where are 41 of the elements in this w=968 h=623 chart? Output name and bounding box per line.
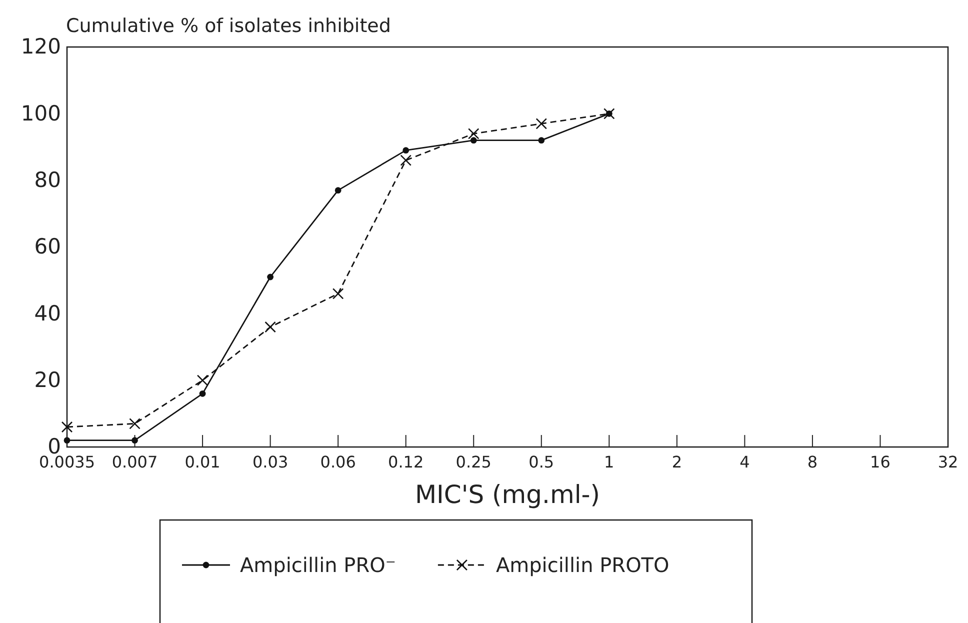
point: [196, 374, 208, 386]
x-tick-label: 16: [870, 452, 890, 472]
x-axis-title: MIC'S (mg.ml-): [414, 480, 600, 509]
x-tick-label: 0.007: [112, 452, 158, 472]
point: [400, 154, 412, 166]
point: [468, 128, 480, 140]
legend-label: Ampicillin PRO⁻: [240, 553, 396, 577]
point: [536, 118, 548, 130]
y-axis-title: Cumulative % of isolates inhibited: [66, 15, 391, 37]
x-tick-label: 0.03: [252, 452, 288, 472]
point: [267, 274, 274, 280]
x-tick-label: 0.12: [388, 452, 424, 472]
point: [199, 390, 206, 397]
y-tick-label: 80: [34, 168, 61, 192]
x-tick-label: 0.25: [456, 452, 492, 472]
legend-label: Ampicillin PROTO: [496, 553, 670, 577]
x-tick-label: 1: [604, 452, 614, 472]
point: [402, 147, 410, 154]
x-tick-label: 32: [938, 452, 958, 472]
y-tick-label: 40: [34, 301, 61, 326]
x-tick-label: 4: [740, 452, 750, 472]
point: [264, 321, 276, 333]
point: [332, 288, 344, 300]
point: [538, 137, 545, 144]
point: [61, 421, 73, 433]
x-tick-label: 8: [807, 452, 818, 472]
x-tick-label: 0.5: [528, 452, 554, 472]
y-tick-label: 60: [34, 234, 61, 259]
point: [132, 437, 138, 444]
point: [604, 108, 615, 120]
y-tick-label: 20: [34, 368, 61, 392]
x-tick-label: 0.01: [184, 452, 220, 472]
point: [470, 137, 477, 144]
x-tick-label: 0.06: [320, 452, 356, 472]
x-tick-label: 2: [672, 452, 682, 472]
point: [606, 110, 612, 117]
y-tick-label: 100: [20, 101, 61, 126]
point: [129, 418, 140, 430]
point: [64, 437, 70, 444]
y-tick-label: 120: [20, 34, 61, 59]
point: [334, 187, 342, 194]
